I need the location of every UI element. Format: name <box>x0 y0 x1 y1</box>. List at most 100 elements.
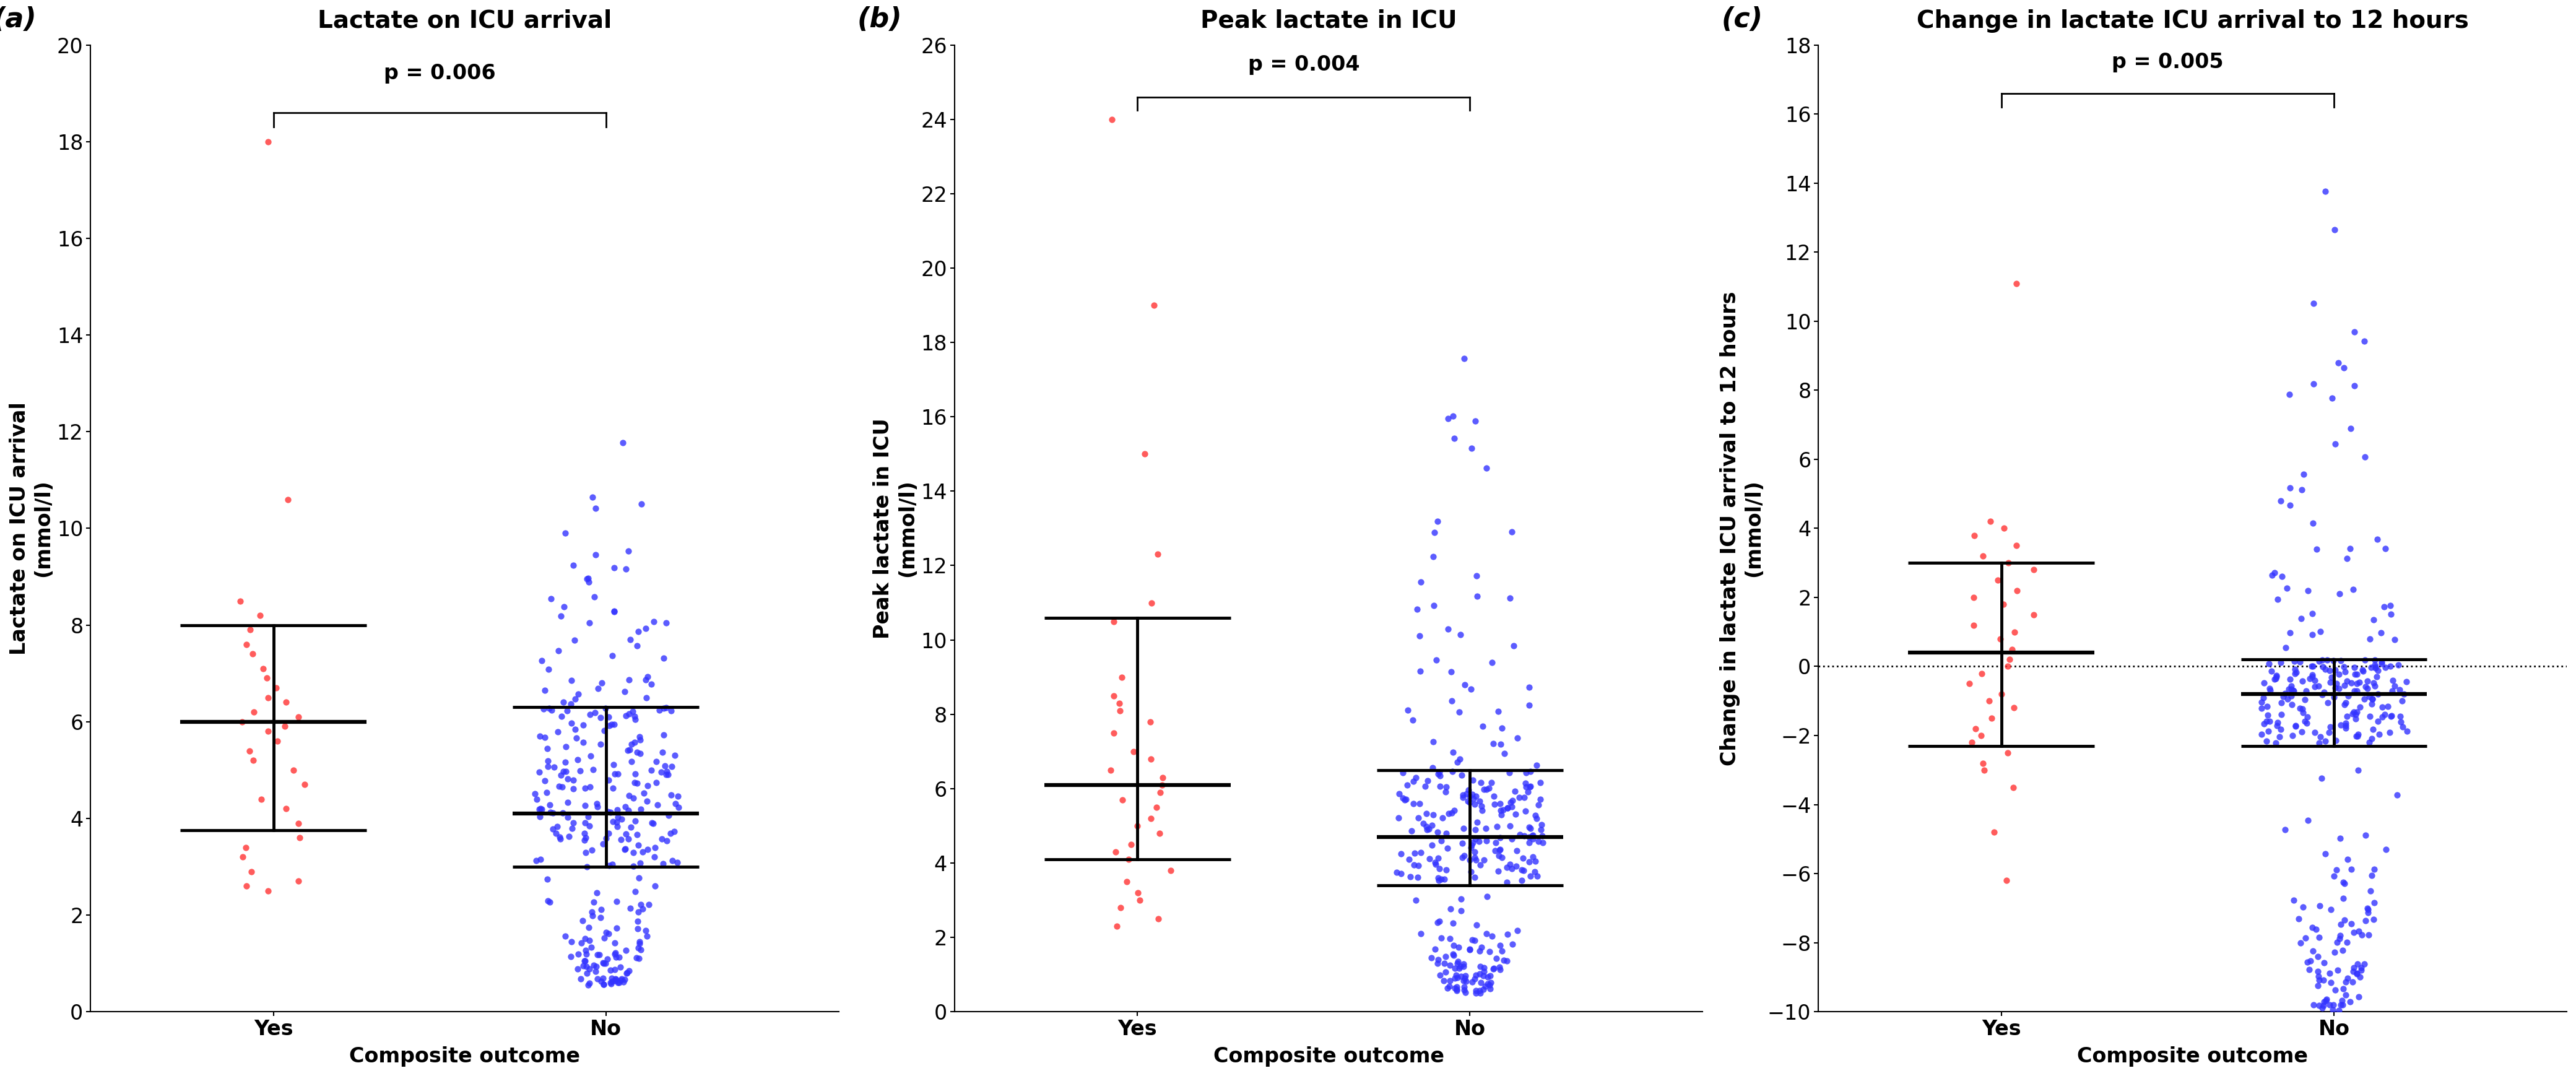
Point <box>2313 1002 2354 1019</box>
Point <box>1466 820 1507 837</box>
Point <box>616 765 657 782</box>
Point <box>1492 860 1533 877</box>
Point <box>1386 791 1427 808</box>
Point <box>562 912 603 930</box>
Point <box>1092 111 1133 128</box>
Point <box>603 840 644 858</box>
Point <box>2282 704 2324 721</box>
Point <box>1471 974 1512 991</box>
Point <box>574 499 616 516</box>
Point <box>592 560 634 577</box>
Point <box>2290 669 2331 686</box>
Point <box>2298 967 2339 985</box>
Point <box>1989 554 2030 571</box>
Point <box>2365 840 2406 858</box>
Point <box>600 831 641 848</box>
Point <box>585 954 626 972</box>
Point <box>1417 869 1458 887</box>
Point <box>1417 512 1458 529</box>
Point <box>1419 763 1461 780</box>
Point <box>2321 942 2362 959</box>
Point <box>590 969 631 987</box>
Point <box>1473 841 1515 859</box>
Point <box>2298 678 2339 695</box>
Point <box>2282 466 2324 483</box>
Point <box>1453 834 1494 851</box>
Point <box>585 722 626 739</box>
Point <box>2282 672 2324 690</box>
Point <box>2352 721 2393 738</box>
Point <box>1437 954 1479 972</box>
Point <box>626 689 667 706</box>
Point <box>587 717 629 734</box>
Point <box>551 948 592 965</box>
Point <box>1481 849 1522 866</box>
Point <box>618 920 659 937</box>
Point <box>526 728 567 746</box>
Point <box>608 831 649 848</box>
Point <box>2318 931 2360 948</box>
Point <box>595 934 636 951</box>
Point <box>2293 376 2334 393</box>
Point <box>2264 639 2306 656</box>
Point <box>574 589 616 606</box>
Point <box>1435 429 1476 447</box>
Point <box>2308 996 2349 1014</box>
Text: (b): (b) <box>858 6 902 33</box>
Point <box>1412 548 1453 565</box>
Point <box>544 694 585 711</box>
Point <box>567 570 608 587</box>
Point <box>1481 720 1522 737</box>
Point <box>1406 818 1448 835</box>
Point <box>652 787 693 804</box>
Point <box>2336 955 2378 973</box>
Point <box>2269 670 2311 688</box>
Point <box>621 940 662 958</box>
Point <box>1504 827 1546 845</box>
Point <box>2269 680 2311 697</box>
Point <box>526 784 567 802</box>
Point <box>1510 778 1551 795</box>
Point <box>585 699 626 717</box>
Point <box>564 797 605 815</box>
Point <box>592 780 634 797</box>
Point <box>520 801 562 818</box>
Point <box>1510 867 1551 884</box>
Point <box>2326 969 2367 987</box>
Point <box>1412 806 1453 823</box>
Point <box>2334 704 2375 721</box>
Point <box>2370 657 2411 675</box>
Point <box>1947 675 1989 692</box>
Point <box>2293 668 2334 685</box>
Point <box>2318 666 2360 683</box>
Point <box>2293 919 2334 936</box>
Point <box>626 668 667 685</box>
Point <box>1489 590 1530 607</box>
Point <box>1455 587 1497 605</box>
Point <box>595 893 636 910</box>
Point <box>1128 713 1170 731</box>
Point <box>2349 926 2391 944</box>
Point <box>2293 605 2334 622</box>
Point <box>1399 663 1440 680</box>
Point <box>1450 439 1492 456</box>
Point <box>1520 791 1561 808</box>
Point <box>2326 672 2367 690</box>
Point <box>1412 836 1453 853</box>
Point <box>1427 805 1468 822</box>
Point <box>2298 929 2339 946</box>
Point <box>1404 778 1445 795</box>
Point <box>1481 736 1522 753</box>
Point <box>1378 785 1419 803</box>
Point <box>544 524 585 541</box>
Point <box>1113 742 1154 760</box>
Point <box>2352 691 2393 708</box>
Point <box>1435 960 1476 977</box>
Point <box>559 685 600 703</box>
Point <box>1466 781 1507 798</box>
Point <box>2313 689 2354 706</box>
Point <box>1461 802 1502 819</box>
Point <box>595 971 636 988</box>
Text: p = 0.005: p = 0.005 <box>2112 53 2223 73</box>
Point <box>2311 901 2352 918</box>
